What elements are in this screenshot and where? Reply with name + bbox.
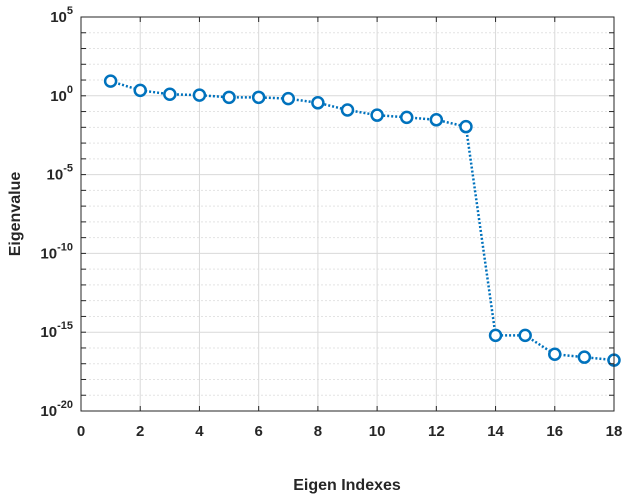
y-tick-exponent: 0 [67,84,73,96]
x-tick-label: 10 [369,423,386,440]
y-tick-exponent: -10 [57,241,73,253]
y-tick-exponent: -5 [63,163,73,175]
data-point [192,88,207,102]
x-tick-label: 18 [606,423,623,440]
plot-frame [80,16,615,412]
data-point [340,103,355,117]
data-point [370,108,384,122]
x-tick-label: 2 [136,423,144,440]
data-point [222,90,236,105]
series [103,74,621,367]
data-point [548,347,562,361]
y-tick-label: 10-5 [47,163,73,184]
y-tick-base: 10 [40,324,57,341]
x-tick-label: 0 [77,423,85,440]
y-tick-base: 10 [50,88,67,105]
data-point [518,328,532,343]
y-tick-exponent: -20 [57,399,73,411]
data-point [577,350,592,364]
x-tick-label: 14 [487,423,504,440]
data-point [163,87,177,101]
x-axis-label: Eigen Indexes [293,477,401,494]
y-tick-base: 10 [40,403,57,420]
y-tick-exponent: 5 [67,5,73,17]
x-tick-label: 12 [428,423,445,440]
data-point [488,328,503,343]
data-point [311,96,325,110]
y-tick-label: 105 [50,5,73,26]
x-tick-label: 4 [195,423,204,440]
y-tick-base: 10 [40,245,57,262]
data-point [103,74,118,88]
y-axis-label: Eigenvalue [7,172,24,257]
y-tick-exponent: -15 [57,320,73,332]
y-tick-label: 10-20 [40,399,73,420]
y-tick-base: 10 [47,167,64,184]
y-tick-label: 10-10 [40,241,73,262]
data-point [429,113,444,127]
data-point [133,83,147,98]
x-tick-label: 16 [546,423,563,440]
data-point [281,91,296,106]
x-tick-label: 6 [254,423,262,440]
y-tick-label: 100 [50,84,73,105]
y-tick-base: 10 [50,9,67,26]
x-tick-label: 8 [314,423,322,440]
data-point [459,119,473,134]
data-point [251,90,266,105]
data-point [399,110,414,125]
y-tick-label: 10-15 [40,320,73,341]
